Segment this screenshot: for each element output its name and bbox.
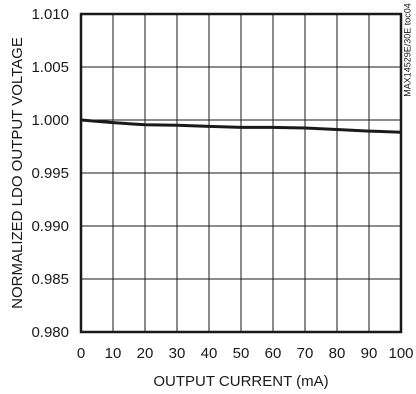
x-tick-label: 50: [233, 345, 250, 362]
series-line: [80, 118, 402, 134]
x-tick-label: 90: [361, 345, 378, 362]
y-tick-label: 0.990: [31, 218, 69, 235]
x-tick-label: 60: [265, 345, 282, 362]
x-tick-label: 70: [297, 345, 314, 362]
x-tick-label: 80: [329, 345, 346, 362]
y-tick-label: 0.995: [31, 165, 69, 182]
y-tick-label: 1.010: [31, 6, 69, 23]
x-tick-labels: 0 10 20 30 40 50 60 70 80 90 100: [77, 345, 414, 362]
x-tick-label: 10: [105, 345, 122, 362]
x-tick-label: 0: [77, 345, 85, 362]
y-tick-label: 1.000: [31, 112, 69, 129]
figure-id-label: MAX14529E/30E toc04: [402, 3, 412, 97]
y-axis-label: NORMALIZED LDO OUTPUT VOLTAGE: [9, 37, 26, 309]
y-tick-label: 0.985: [31, 271, 69, 288]
x-tick-label: 30: [169, 345, 186, 362]
y-tick-label: 0.980: [31, 324, 69, 341]
y-tick-label: 1.005: [31, 59, 69, 76]
series-layer: [80, 118, 402, 134]
y-tick-labels: 0.980 0.985 0.990 0.995 1.000 1.005 1.010: [31, 6, 69, 341]
x-axis-label: OUTPUT CURRENT (mA): [153, 373, 328, 390]
x-tick-label: 40: [201, 345, 218, 362]
grid-lines: [81, 14, 401, 332]
plot-frame: [79, 12, 403, 334]
x-tick-label: 20: [137, 345, 154, 362]
x-tick-label: 100: [388, 345, 413, 362]
